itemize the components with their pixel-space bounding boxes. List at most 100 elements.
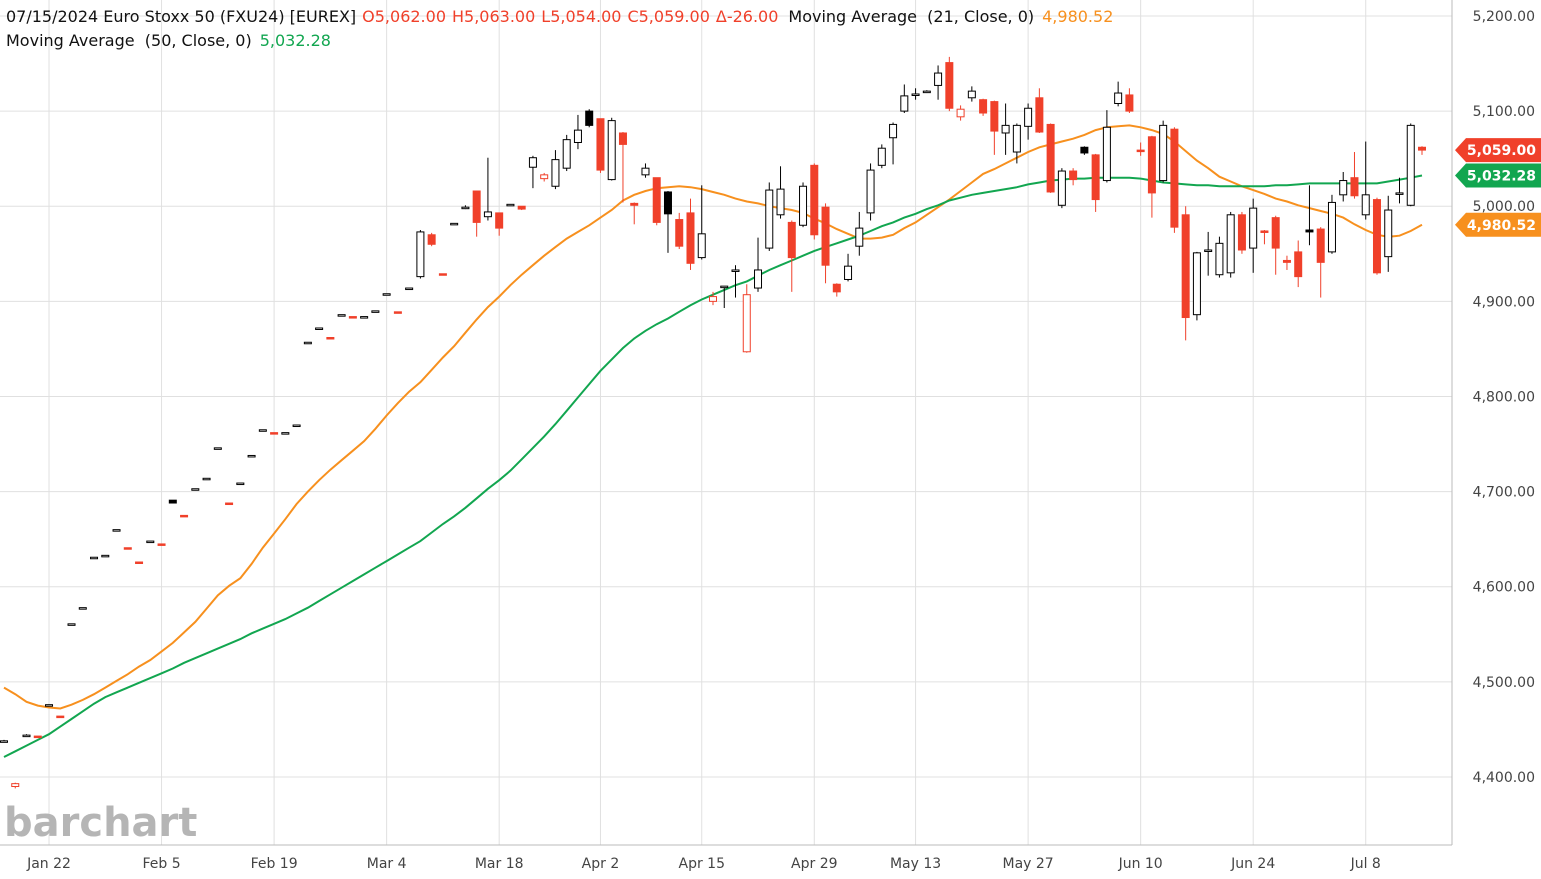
candle-body (675, 219, 684, 247)
x-tick-label: Mar 18 (475, 856, 524, 872)
candle-body (371, 310, 380, 313)
candle-body (348, 316, 357, 319)
candle-body (22, 734, 31, 738)
candle-body (900, 95, 909, 112)
candle-body (1305, 229, 1314, 233)
candle-body (990, 101, 999, 132)
candle-body (1339, 180, 1348, 196)
x-tick-label: Apr 15 (679, 856, 725, 872)
candle-body (731, 269, 740, 272)
candle-body (1316, 228, 1325, 263)
candle-body (315, 327, 324, 330)
candle-body (562, 139, 571, 169)
candle-body (382, 293, 391, 296)
y-tick-label: 4,400.00 (1473, 770, 1535, 786)
candle-body (281, 432, 290, 435)
candle-body (461, 206, 470, 210)
candle-body (1192, 252, 1201, 316)
candle-body (799, 185, 808, 226)
price-badge-label: 5,059.00 (1467, 143, 1536, 159)
candle-body (945, 62, 954, 109)
candle-body (709, 296, 717, 302)
candle-body (652, 177, 661, 223)
candle-body (630, 202, 639, 206)
price-badge (1455, 138, 1541, 163)
legend-value: 5,032.28 (260, 31, 331, 50)
candle-body (551, 159, 560, 187)
candle-body (787, 221, 796, 259)
candle-body (45, 704, 54, 707)
x-tick-label: Feb 19 (251, 856, 298, 872)
candle-body (213, 447, 222, 450)
legend-value: 4,980.52 (1042, 7, 1113, 26)
candle-body (1001, 124, 1010, 134)
candle-body (90, 556, 99, 560)
x-tick-label: Feb 5 (142, 856, 180, 872)
candle-body (292, 424, 301, 428)
quote-close: C5,059.00 (627, 7, 709, 26)
y-tick-label: 4,800.00 (1473, 389, 1535, 405)
candle-body (1069, 170, 1078, 181)
candle-body (956, 108, 965, 118)
candle-body (1136, 149, 1145, 153)
candle-body (1147, 136, 1156, 194)
candle-body (78, 607, 87, 610)
candle-body (1102, 126, 1111, 182)
candle-body (911, 93, 920, 96)
candle-body (1204, 249, 1213, 252)
candle-body (258, 429, 267, 432)
candle-body (1237, 214, 1246, 251)
candle-body (967, 90, 976, 99)
y-tick-label: 4,600.00 (1473, 580, 1535, 596)
candle-body (56, 715, 65, 719)
candle-body (123, 547, 132, 550)
candle-body (1024, 107, 1033, 127)
candle-body (1226, 214, 1235, 274)
candle-body (360, 316, 369, 319)
y-tick-label: 4,500.00 (1473, 675, 1535, 691)
y-tick-label: 5,200.00 (1473, 9, 1535, 25)
candle-body (202, 477, 211, 481)
candle-body (236, 482, 245, 486)
watermark: barchart (4, 800, 197, 846)
moving-average-line (3, 174, 1423, 758)
moving-average-line (3, 124, 1423, 710)
candle-body (438, 273, 447, 276)
y-tick-label: 4,700.00 (1473, 485, 1535, 501)
candle-body (0, 740, 8, 743)
candle-body (495, 212, 504, 229)
candle-body (663, 191, 672, 215)
x-tick-label: Jan 22 (26, 856, 71, 872)
quote-low: L5,054.00 (541, 7, 621, 26)
candle-body (1395, 192, 1404, 195)
candle-body (877, 147, 886, 166)
candle-body (618, 132, 627, 145)
x-tick-label: Jul 8 (1350, 856, 1381, 872)
candle-body (1091, 154, 1100, 201)
x-tick-label: Jun 24 (1230, 856, 1275, 872)
candle-body (855, 227, 864, 247)
candle-body (67, 623, 76, 626)
candle-body (844, 265, 853, 280)
quote-change: Δ-26.00 (716, 7, 779, 26)
quote-high: H5,063.00 (452, 7, 535, 26)
candle-body (180, 514, 189, 518)
candle-body (1114, 92, 1123, 104)
candle-body (506, 203, 515, 207)
y-tick-label: 5,000.00 (1473, 199, 1535, 215)
plot (0, 56, 1426, 789)
candle-body (540, 174, 549, 180)
grid (0, 0, 1452, 845)
candle-body (112, 529, 121, 532)
candle-body (776, 188, 785, 216)
price-badge (1455, 163, 1541, 188)
candle-body (1271, 217, 1280, 249)
candle-body (101, 554, 110, 558)
candle-body (1372, 199, 1381, 274)
legend-name: Moving Average (50, Close, 0) (6, 31, 252, 50)
candle-body (405, 287, 414, 291)
candle-body (168, 499, 177, 504)
price-badge-label: 5,032.28 (1467, 169, 1536, 185)
candle-body (754, 269, 763, 289)
